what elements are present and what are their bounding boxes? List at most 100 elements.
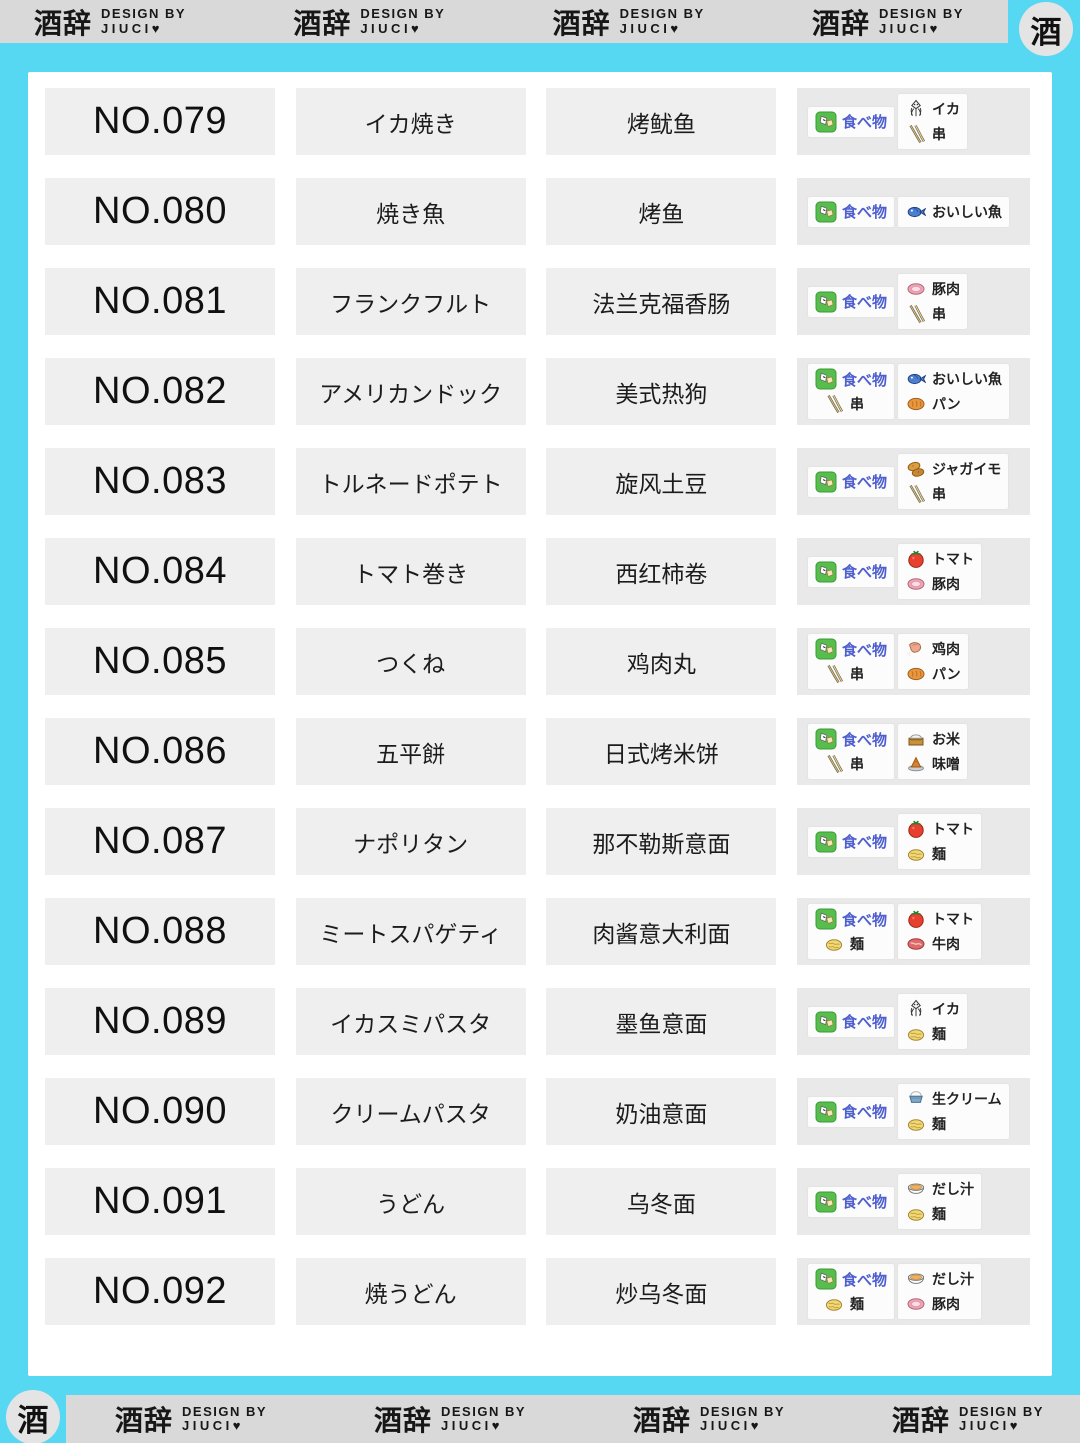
tag-cream: 生クリーム [905,1088,1002,1110]
squid-icon [905,98,927,120]
brand-design-by: DESIGN BY [182,1403,268,1419]
recipe-ingredient-tags: 食べ物 だし汁麺 [796,1168,1030,1235]
recipe-row: NO.092 焼うどん 炒乌冬面 食べ物麺だし汁 豚肉 [45,1258,1030,1325]
tag-label: 串 [931,126,946,142]
tag-skewer: 串 [823,663,887,685]
recipe-number: NO.090 [45,1078,275,1145]
brand-name: JIUCI♥ [360,20,423,36]
recipe-row: NO.081 フランクフルト 法兰克福香肠 食べ物 豚肉串 [45,268,1030,335]
noodle-icon [905,1203,927,1225]
tag-squid: イカ [905,998,960,1020]
noodle-icon [823,933,845,955]
recipe-row: NO.090 クリームパスタ 奶油意面 食べ物 生クリーム麺 [45,1078,1030,1145]
tag-group-ingredients: おいしい魚 パン [897,364,1009,419]
noodle-icon [905,1113,927,1135]
tag-food: 食べ物 [815,1191,887,1213]
tag-noodle: 麺 [823,933,887,955]
recipe-name-japanese: 焼うどん [295,1258,526,1325]
brand-name: JIUCI♥ [958,1418,1021,1433]
brand-logo: 酒辞 DESIGN BY JIUCI♥ [812,2,964,42]
tag-pork: 豚肉 [905,1293,974,1315]
brand-logo-text: 酒辞 [373,1405,432,1436]
skewer-icon [823,393,845,415]
recipe-ingredient-tags: 食べ物 豚肉串 [796,268,1030,335]
tag-label: パン [931,396,961,412]
pork-icon [905,573,927,595]
noodle-icon [823,1293,845,1315]
recipe-name-chinese: 炒乌冬面 [546,1258,777,1325]
recipe-number: NO.092 [45,1258,275,1325]
food-icon [815,1191,837,1213]
tag-food: 食べ物 [815,561,887,583]
tag-label: 麺 [931,846,946,862]
tag-group-category: 食べ物麺 [807,904,894,959]
skewer-icon [823,663,845,685]
recipe-name-chinese: 日式烤米饼 [546,718,777,785]
tag-label: イカ [931,101,960,117]
brand-logo: 酒辞 DESIGN BY JIUCI♥ [892,1399,1044,1439]
tag-fish: おいしい魚 [905,201,1002,223]
brand-logo-stack: DESIGN BY JIUCI♥ [879,7,964,35]
tag-label: 麺 [849,936,864,952]
tag-label: ジャガイモ [931,461,1002,477]
tag-noodle: 麺 [905,1203,974,1225]
tag-tomato: トマト [905,908,974,930]
tag-group-category: 食べ物 [807,196,894,227]
recipe-number: NO.083 [45,448,275,515]
tag-noodle: 麺 [905,1113,1002,1135]
brand-logo-stack: DESIGN BY JIUCI♥ [360,7,445,35]
tag-pork: 豚肉 [905,573,974,595]
tag-label: だし汁 [931,1181,974,1197]
food-icon [815,561,837,583]
tag-food: 食べ物 [815,111,887,133]
brand-design-by: DESIGN BY [619,6,705,22]
chicken-icon [905,638,927,660]
tag-group-category: 食べ物 [807,826,894,857]
recipe-ingredient-tags: 食べ物 ジャガイモ串 [796,448,1030,515]
miso-icon [905,753,927,775]
tag-food: 食べ物 [815,1268,887,1290]
tag-group-ingredients: だし汁麺 [897,1174,981,1229]
tag-label: 串 [931,486,946,502]
recipe-row: NO.089 イカスミパスタ 墨鱼意面 食べ物 イカ麺 [45,988,1030,1055]
tag-dashi: だし汁 [905,1178,974,1200]
brand-logo: 酒辞 DESIGN BY JIUCI♥ [374,1399,526,1439]
tag-group-ingredients: イカ串 [897,94,967,149]
tag-label: 豚肉 [931,1296,960,1312]
tag-label: 食べ物 [841,371,887,389]
tag-group-category: 食べ物 [807,1186,894,1217]
brand-seal-icon: 酒 [1019,2,1073,56]
beef-icon [905,933,927,955]
brand-name: JIUCI♥ [878,20,941,36]
recipe-name-chinese: 旋风土豆 [546,448,777,515]
tag-group-ingredients: ジャガイモ串 [897,454,1009,509]
tag-food: 食べ物 [815,1011,887,1033]
recipe-name-chinese: 鸡肉丸 [546,628,777,695]
tag-food: 食べ物 [815,368,887,390]
recipe-number: NO.082 [45,358,275,425]
tag-label: 麺 [931,1116,946,1132]
tag-label: 食べ物 [841,911,887,929]
tag-food: 食べ物 [815,201,887,223]
dashi-icon [905,1178,927,1200]
food-icon [815,638,837,660]
brand-logo-stack: DESIGN BY JIUCI♥ [182,1403,268,1433]
tag-skewer: 串 [823,393,887,415]
recipe-name-japanese: トルネードポテト [295,448,526,515]
tag-label: 食べ物 [841,474,887,491]
brand-name: JIUCI♥ [441,1418,503,1433]
recipe-name-chinese: 法兰克福香肠 [546,268,777,335]
recipe-number: NO.085 [45,628,275,695]
tag-label: イカ [931,1001,960,1017]
tag-group-ingredients: 豚肉串 [897,274,967,329]
tag-label: 食べ物 [841,114,887,131]
food-icon [815,1268,837,1290]
recipe-row: NO.085 つくね 鸡肉丸 食べ物串鸡肉 パン [45,628,1030,695]
brand-logo-text: 酒辞 [632,1405,691,1436]
tag-skewer: 串 [823,753,887,775]
recipe-number: NO.086 [45,718,275,785]
pork-icon [905,1293,927,1315]
brand-design-by: DESIGN BY [958,1403,1044,1419]
tag-label: 串 [849,396,864,412]
